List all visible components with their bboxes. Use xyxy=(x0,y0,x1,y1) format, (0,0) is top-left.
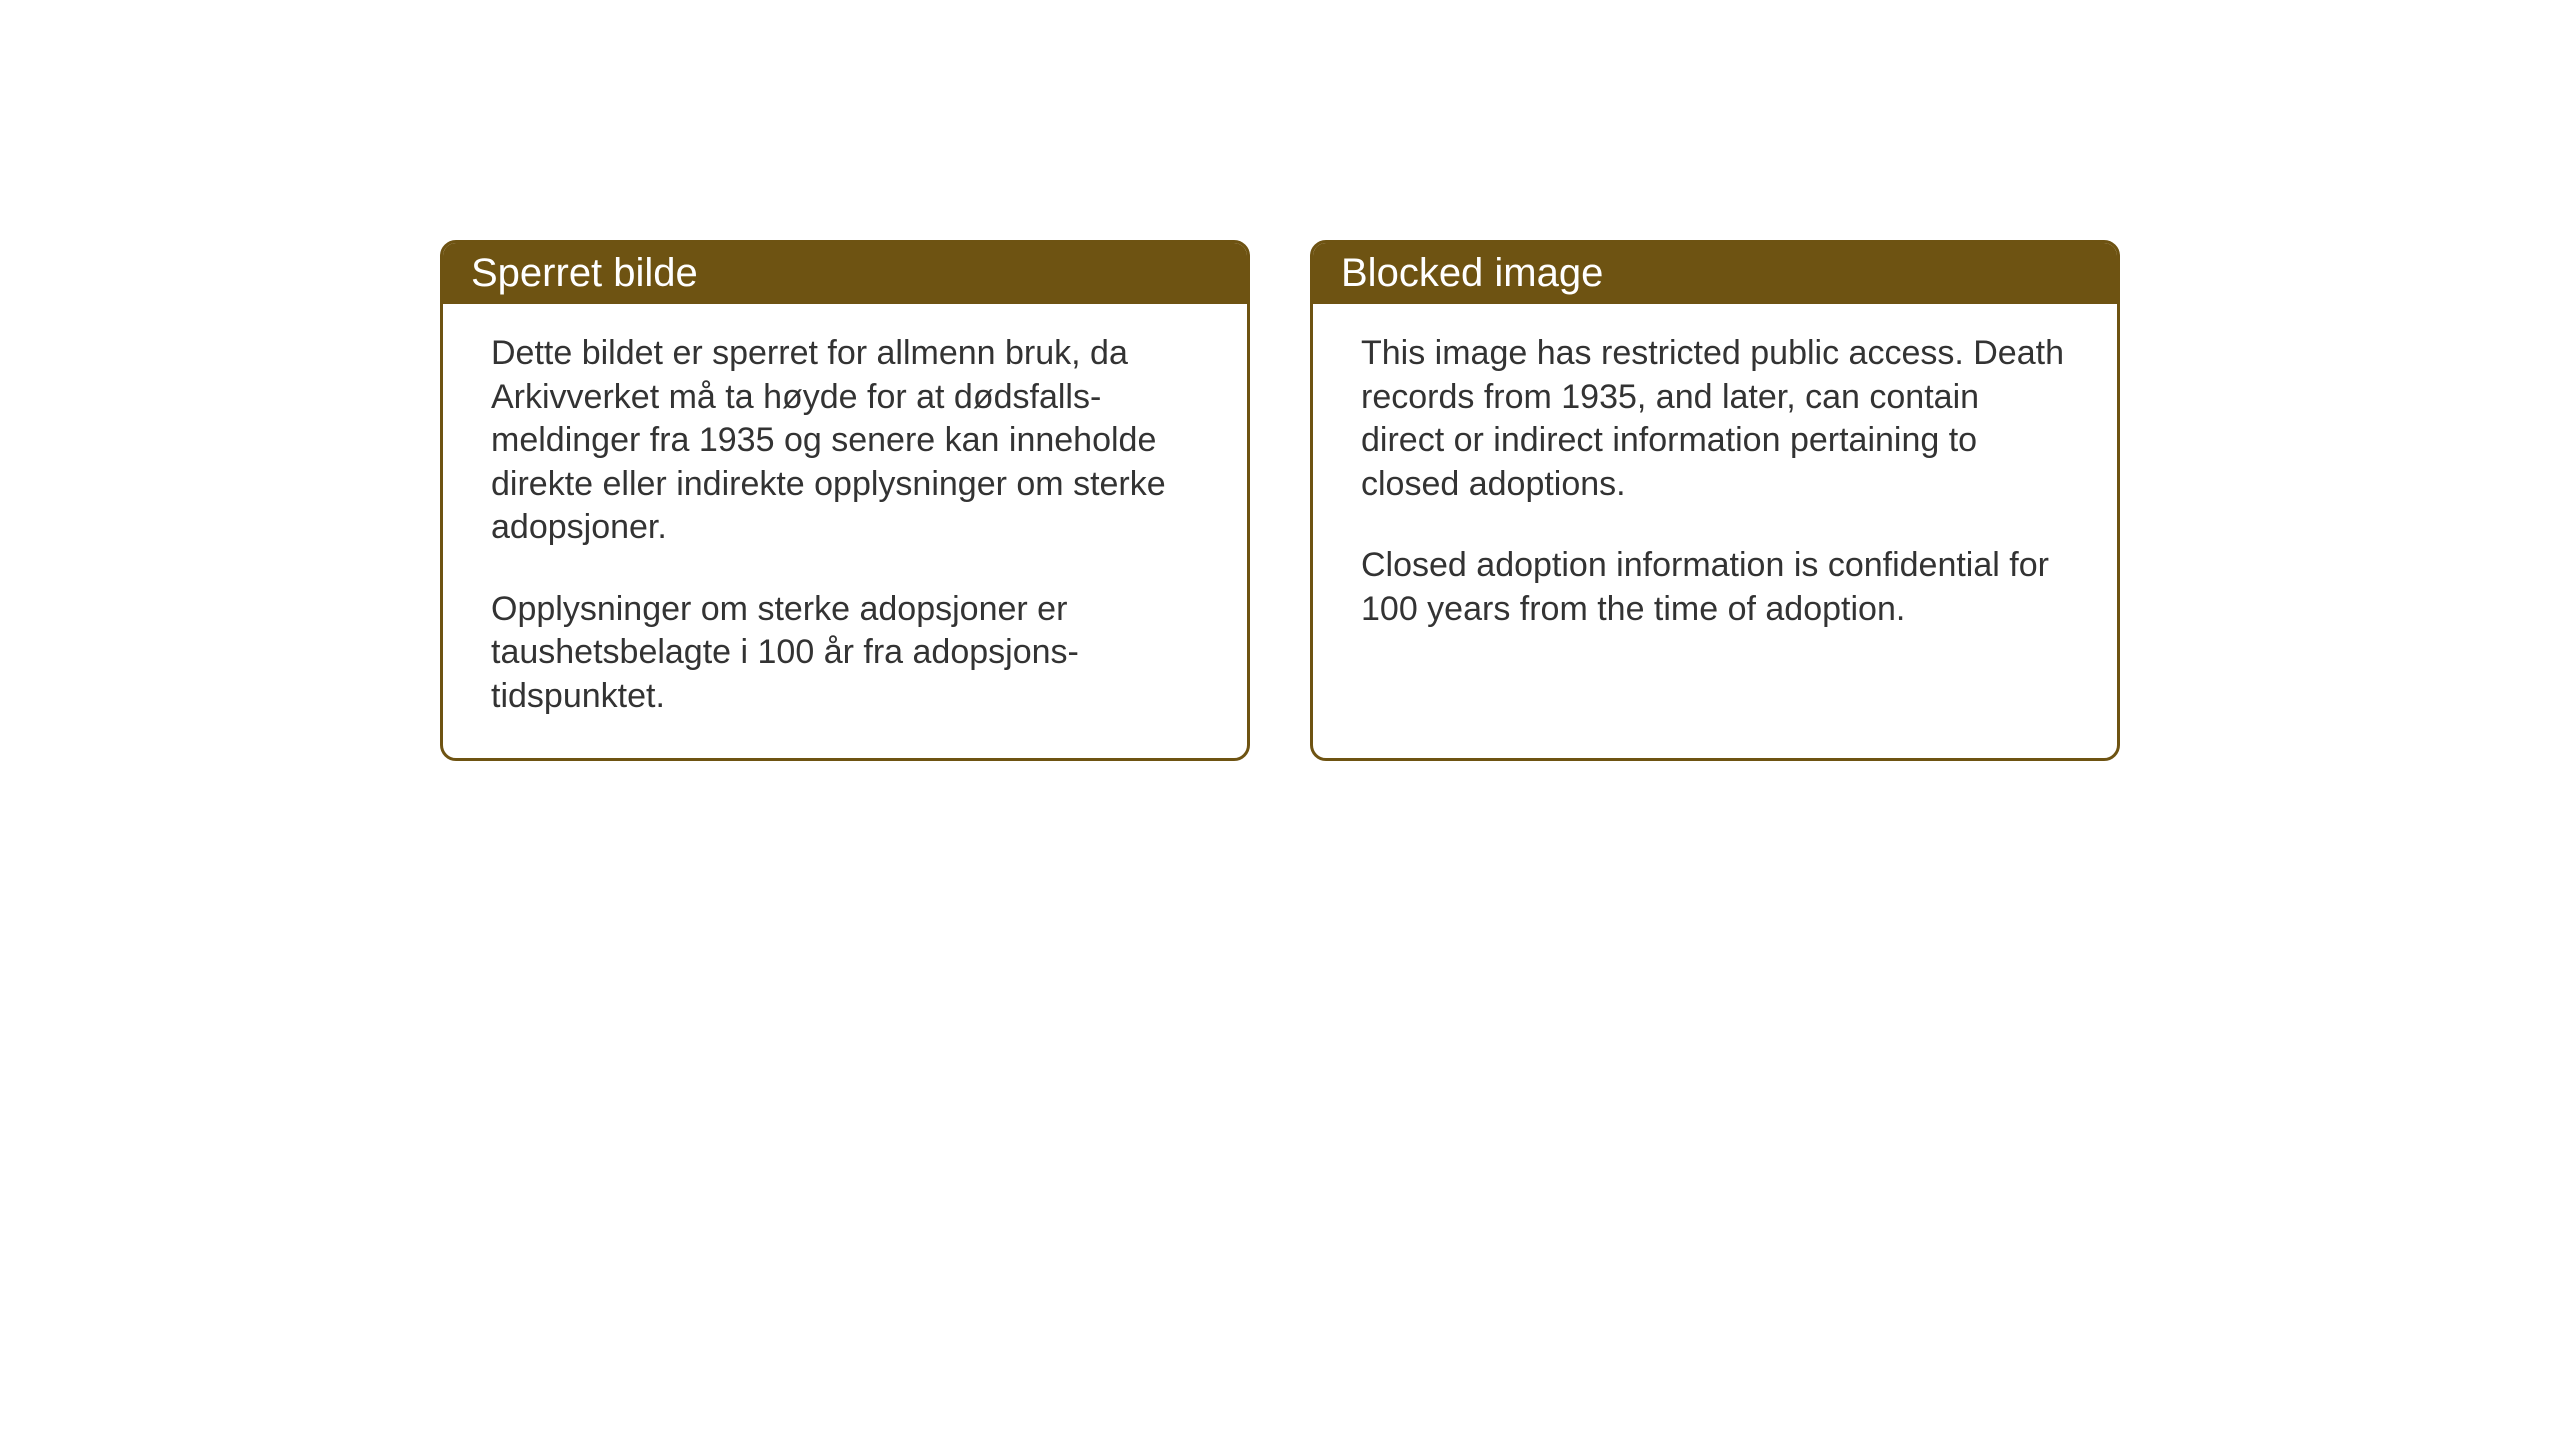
english-header-title: Blocked image xyxy=(1341,251,1603,295)
norwegian-paragraph-2: Opplysninger om sterke adopsjoner er tau… xyxy=(491,588,1199,719)
english-paragraph-2: Closed adoption information is confident… xyxy=(1361,544,2069,631)
norwegian-notice-card: Sperret bilde Dette bildet er sperret fo… xyxy=(440,240,1250,761)
norwegian-header-title: Sperret bilde xyxy=(471,251,698,295)
english-paragraph-1: This image has restricted public access.… xyxy=(1361,332,2069,506)
norwegian-paragraph-1: Dette bildet er sperret for allmenn bruk… xyxy=(491,332,1199,550)
english-notice-card: Blocked image This image has restricted … xyxy=(1310,240,2120,761)
english-card-header: Blocked image xyxy=(1313,243,2117,304)
norwegian-card-body: Dette bildet er sperret for allmenn bruk… xyxy=(443,304,1247,758)
notice-container: Sperret bilde Dette bildet er sperret fo… xyxy=(440,240,2120,761)
english-card-body: This image has restricted public access.… xyxy=(1313,304,2117,671)
norwegian-card-header: Sperret bilde xyxy=(443,243,1247,304)
